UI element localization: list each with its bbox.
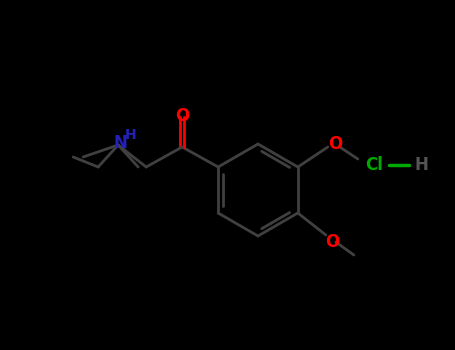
Text: O: O	[325, 233, 339, 251]
Text: O: O	[175, 107, 189, 125]
Text: H: H	[414, 156, 428, 174]
Text: Cl: Cl	[365, 156, 383, 174]
Text: O: O	[328, 135, 342, 153]
Text: N: N	[113, 134, 127, 152]
Text: H: H	[124, 128, 136, 142]
